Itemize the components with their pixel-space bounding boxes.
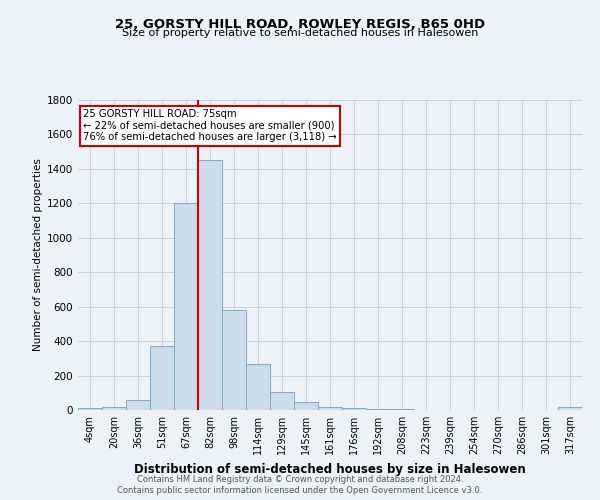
Bar	[318, 406, 342, 410]
Bar	[198, 160, 222, 410]
Text: Contains public sector information licensed under the Open Government Licence v3: Contains public sector information licen…	[118, 486, 482, 495]
Bar	[174, 204, 198, 410]
Text: Contains HM Land Registry data © Crown copyright and database right 2024.: Contains HM Land Registry data © Crown c…	[137, 475, 463, 484]
Y-axis label: Number of semi-detached properties: Number of semi-detached properties	[33, 158, 43, 352]
Text: 25 GORSTY HILL ROAD: 75sqm
← 22% of semi-detached houses are smaller (900)
76% o: 25 GORSTY HILL ROAD: 75sqm ← 22% of semi…	[83, 110, 337, 142]
Bar	[102, 407, 126, 410]
Text: 25, GORSTY HILL ROAD, ROWLEY REGIS, B65 0HD: 25, GORSTY HILL ROAD, ROWLEY REGIS, B65 …	[115, 18, 485, 30]
Bar	[342, 408, 366, 410]
Bar	[558, 408, 582, 410]
X-axis label: Distribution of semi-detached houses by size in Halesowen: Distribution of semi-detached houses by …	[134, 462, 526, 475]
Bar	[150, 346, 174, 410]
Bar	[78, 408, 102, 410]
Bar	[246, 364, 270, 410]
Bar	[270, 392, 294, 410]
Text: Size of property relative to semi-detached houses in Halesowen: Size of property relative to semi-detach…	[122, 28, 478, 38]
Bar	[222, 310, 246, 410]
Bar	[294, 402, 318, 410]
Bar	[126, 400, 150, 410]
